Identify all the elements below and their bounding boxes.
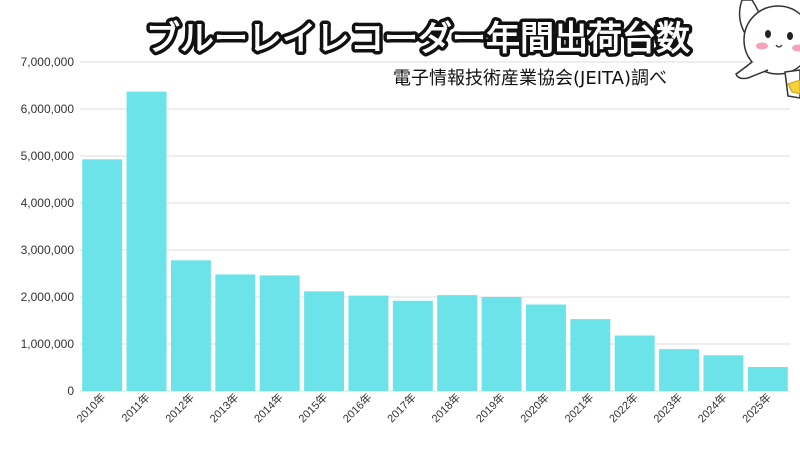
x-tick-label: 2013年 (206, 390, 241, 425)
x-tick-label: 2010年 (73, 390, 108, 425)
y-axis: 0 1,000,000 2,000,000 3,000,000 4,000,000 5,0… (21, 55, 75, 398)
bar (304, 291, 345, 391)
x-tick-label: 2018年 (428, 390, 463, 425)
rabbit-mascot-icon (735, 0, 800, 99)
bar (614, 335, 655, 391)
x-tick-label: 2011年 (118, 390, 152, 424)
bar (170, 260, 211, 391)
chart-title: ブルーレイレコーダー年間出荷台数 (146, 19, 690, 59)
y-tick-label: 0 (67, 384, 74, 398)
bar (348, 295, 389, 391)
y-tick-label: 7,000,000 (21, 55, 75, 69)
x-axis: 2010年 2011年 2012年 2013年 2014年 2015年 2016年 2017年… (73, 390, 774, 425)
bar (570, 319, 611, 391)
chart-subtitle: 電子情報技術産業協会(JEITA)調べ (393, 68, 667, 89)
bar (392, 300, 433, 391)
x-tick-label: 2012年 (162, 390, 197, 425)
x-tick-label: 2020年 (517, 390, 552, 425)
x-tick-label: 2025年 (739, 390, 774, 425)
y-tick-label: 4,000,000 (21, 196, 75, 210)
y-tick-label: 2,000,000 (21, 290, 75, 304)
bar (481, 297, 522, 391)
bar (437, 295, 478, 391)
bar (703, 355, 744, 391)
x-tick-label: 2014年 (251, 390, 286, 425)
bars (82, 91, 788, 392)
bar (215, 274, 256, 391)
bar (659, 349, 700, 391)
x-tick-label: 2022年 (606, 390, 641, 425)
x-tick-label: 2024年 (695, 390, 730, 425)
y-tick-label: 6,000,000 (21, 102, 75, 116)
y-tick-label: 5,000,000 (21, 149, 75, 163)
bar (525, 304, 566, 391)
bar (126, 91, 167, 392)
x-tick-label: 2017年 (384, 390, 419, 425)
x-tick-label: 2015年 (295, 390, 330, 425)
x-tick-label: 2023年 (650, 390, 685, 425)
bar (259, 275, 300, 391)
bar (82, 159, 123, 391)
bar (747, 367, 788, 391)
x-tick-label: 2021年 (561, 390, 596, 425)
x-tick-label: 2016年 (340, 390, 375, 425)
y-tick-label: 3,000,000 (21, 243, 75, 257)
x-tick-label: 2019年 (473, 390, 508, 425)
y-tick-label: 1,000,000 (21, 337, 75, 351)
